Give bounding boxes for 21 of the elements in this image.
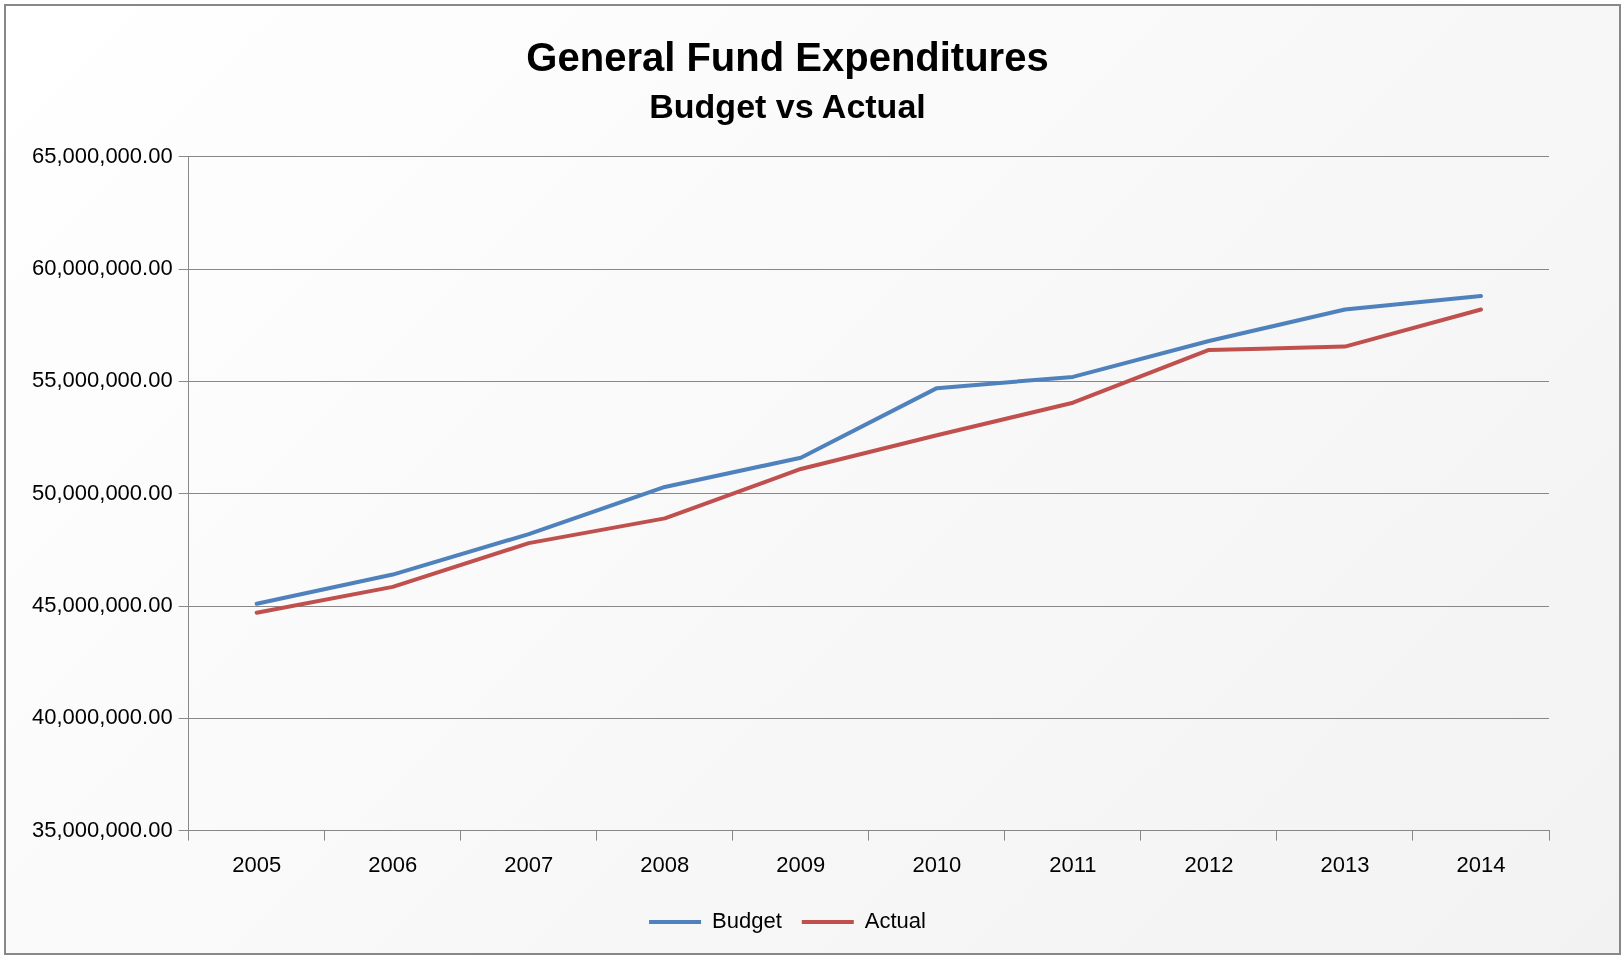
y-tick-label: 55,000,000.00 (31, 367, 173, 393)
x-tick-label: 2009 (776, 851, 826, 877)
chart-title: General Fund Expenditures (526, 35, 1049, 80)
x-tick-label: 2010 (912, 851, 962, 877)
legend-label: Actual (864, 908, 926, 934)
x-tick-label: 2011 (1049, 851, 1097, 877)
x-tick-label: 2013 (1320, 851, 1370, 877)
x-tick-label: 2014 (1456, 851, 1506, 877)
y-tick-label: 65,000,000.00 (31, 142, 173, 168)
y-tick-label: 60,000,000.00 (31, 255, 173, 281)
y-tick-label: 40,000,000.00 (31, 704, 173, 730)
x-tick-label: 2007 (504, 851, 554, 877)
x-tick-label: 2008 (640, 851, 690, 877)
x-tick-label: 2012 (1184, 851, 1234, 877)
y-tick-label: 35,000,000.00 (31, 816, 173, 842)
legend-label: Budget (712, 908, 782, 934)
x-tick-label: 2006 (368, 851, 418, 877)
y-tick-label: 45,000,000.00 (31, 592, 173, 618)
chart-subtitle: Budget vs Actual (649, 86, 926, 125)
x-tick-label: 2005 (232, 851, 282, 877)
y-tick-label: 50,000,000.00 (31, 479, 173, 505)
